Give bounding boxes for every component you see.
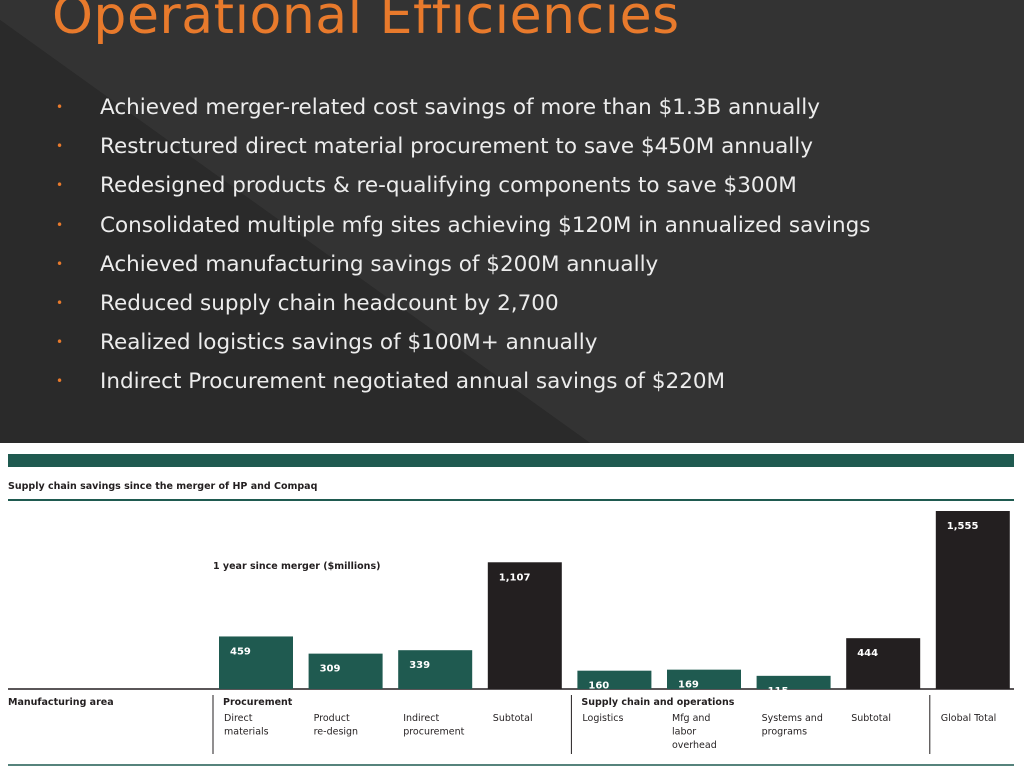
slide-header-area: Operational Efficiencies • Achieved merge… [0,0,1024,443]
bullet-dot-icon: • [56,178,64,193]
savings-bar [308,653,383,689]
bar-value-label: 160 [588,681,609,692]
bullet-item: • Consolidated multiple mfg sites achievi… [56,206,870,245]
category-label: Direct [224,713,253,724]
bar-value-label: 1,107 [499,572,531,583]
bullet-dot-icon: • [56,374,64,389]
bullet-text: Achieved manufacturing savings of $200M … [100,251,659,277]
bullet-dot-icon: • [56,256,64,271]
chart-title: Supply chain savings since the merger of… [8,481,317,492]
slide-title: Operational Efficiencies [52,0,680,46]
category-label: overhead [672,740,717,751]
bullet-item: • Reduced supply chain headcount by 2,700 [56,284,870,323]
category-label: procurement [403,727,464,738]
bullet-list: • Achieved merger-related cost savings of… [56,88,870,402]
total-bar [846,638,921,689]
group-label: Procurement [223,697,293,708]
bullet-item: • Realized logistics savings of $100M+ an… [56,323,870,362]
bar-value-label: 1,555 [947,521,979,532]
category-label: re-design [314,727,359,738]
chart-bars: 459 309 339 1,107 160 169 115 444 1,555 [219,511,1010,697]
bar-value-label: 169 [678,680,699,691]
category-label: Subtotal [493,713,533,724]
bullet-text: Reduced supply chain headcount by 2,700 [100,290,559,316]
category-label: programs [762,727,808,738]
bullet-item: • Redesigned products & re-qualifying com… [56,166,870,205]
category-label: Product [314,713,350,724]
chart-category-labels: Procurement Supply chain and operations Di… [212,695,997,754]
bullet-text: Achieved merger-related cost savings of … [100,95,820,120]
category-label: Systems and [762,713,823,724]
bullet-dot-icon: • [56,217,64,232]
diagonal-background-shape [0,0,1024,443]
bullet-text: Realized logistics savings of $100M+ ann… [100,330,598,356]
bullet-item: • Achieved manufacturing savings of $200M… [56,245,870,284]
bullet-item: • Restructured direct material procuremen… [56,127,870,166]
savings-bar [219,636,293,689]
total-bar [487,562,562,689]
group-label: Supply chain and operations [581,697,734,708]
category-label: Mfg and [672,713,710,724]
category-label: Global Total [941,713,997,724]
bullet-dot-icon: • [56,139,64,154]
bar-value-label: 309 [320,664,341,675]
bar-value-label: 444 [857,648,878,659]
bullet-item: • Indirect Procurement negotiated annual … [56,362,870,401]
category-label: Logistics [582,713,623,724]
category-label: labor [672,727,696,738]
savings-bar [667,669,741,689]
savings-bar [577,670,652,689]
chart-header-band [8,454,1014,467]
bullet-dot-icon: • [56,335,64,350]
bar-value-label: 459 [230,646,251,657]
bullet-text: Redesigned products & re-qualifying comp… [100,173,797,199]
bullet-dot-icon: • [56,100,64,114]
chart-subtitle: 1 year since merger ($millions) [213,561,380,572]
total-bar [935,511,1010,689]
bullet-item: • Achieved merger-related cost savings of… [56,88,870,127]
savings-bar [398,650,473,689]
row-label-manufacturing-area: Manufacturing area [8,697,114,708]
savings-bar-chart: Supply chain savings since the merger of… [8,454,1014,766]
bar-value-label: 339 [409,660,430,671]
bullet-dot-icon: • [56,295,64,310]
category-label: Indirect [403,713,439,724]
bar-value-label: 115 [768,686,789,697]
category-label: materials [224,727,269,738]
savings-chart-panel: Supply chain savings since the merger of… [0,443,1024,768]
bullet-text: Consolidated multiple mfg sites achievin… [100,212,871,238]
bullet-text: Indirect Procurement negotiated annual s… [100,369,726,395]
bullet-text: Restructured direct material procurement… [100,134,813,160]
category-label: Subtotal [851,713,891,724]
savings-bar [756,675,831,689]
